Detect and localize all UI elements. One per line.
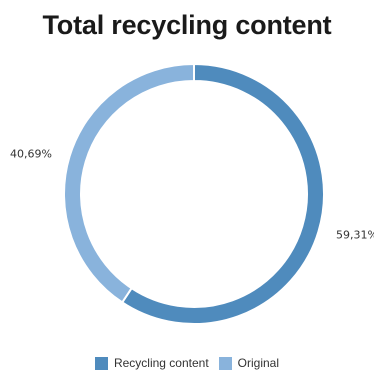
legend-swatch-original bbox=[218, 356, 232, 370]
chart-title: Total recycling content bbox=[42, 10, 332, 40]
slice-label-recycling-content: 59,31% bbox=[336, 228, 374, 241]
legend-label-original: Original bbox=[237, 356, 280, 370]
donut-slice-original[interactable] bbox=[63, 62, 195, 304]
legend-swatch-recycling-content bbox=[94, 356, 108, 370]
slice-label-original: 40,69% bbox=[10, 148, 52, 161]
legend-label-recycling-content: Recycling content bbox=[113, 356, 209, 370]
chart-legend: Recycling content Original bbox=[0, 356, 374, 370]
legend-item-original[interactable]: Original bbox=[218, 356, 280, 370]
donut-slice-recycling-content[interactable] bbox=[120, 62, 325, 325]
legend-item-recycling-content[interactable]: Recycling content bbox=[94, 356, 209, 370]
